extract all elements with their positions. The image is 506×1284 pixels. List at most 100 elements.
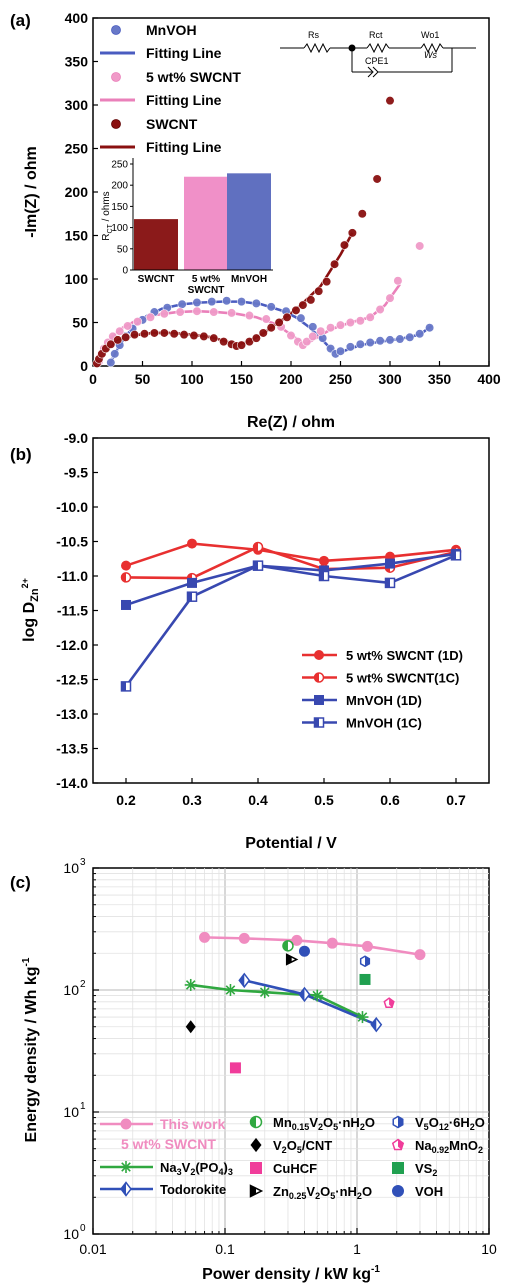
data-point-mnvoh: [296, 313, 306, 323]
legend-label-mnvoh-1d: MnVOH (1D): [346, 693, 422, 708]
data-point-mnvoh: [425, 323, 435, 333]
panel-a-ytick-label: 350: [65, 54, 89, 70]
circuit-labels: Rs Rct Wo1 CPE1 Ws: [308, 30, 439, 66]
data-point-na3v2-po4-3: [356, 1011, 369, 1024]
panel-a-xtick-label: 250: [329, 371, 353, 387]
data-point-swcnt: [385, 96, 395, 106]
panel-a: (a) 0 50 100 150 200 250 300 350 400 0 50 100 150 200…: [10, 10, 501, 431]
data-point-swcnt: [121, 332, 131, 342]
legend-marker-this-work: [120, 1118, 132, 1130]
legend-label-mn0-15v2o5-nh2o: Mn0.15V2O5·nH2O: [273, 1115, 375, 1132]
data-point-mnvoh: [405, 332, 415, 342]
data-point-mnvoh: [222, 296, 232, 306]
legend-label-v5o12-6h2o: V5O12·6H2O: [415, 1115, 485, 1132]
inset-category-label: 5 wt%: [192, 274, 220, 285]
data-point-swcnt: [357, 209, 367, 219]
panel-a-legend: MnVOH Fitting Line 5 wt% SWCNT Fitting L…: [100, 22, 241, 155]
legend-marker-na3v2-po4-3: [120, 1161, 132, 1173]
panel-c-ytick-label: 10: [63, 860, 79, 876]
circuit-resistor-wo1: [420, 42, 444, 54]
data-point-5-wt-swcnt-1c: [120, 572, 132, 583]
data-point-5-wt-swcnt: [355, 316, 365, 326]
data-point-5-wt-swcnt: [286, 330, 296, 341]
inset-category-label: SWCNT: [138, 274, 175, 285]
legend-label-swcnt-fit: Fitting Line: [146, 139, 222, 155]
panel-b-plot-frame: [92, 437, 490, 784]
panel-b-ytick-label: -9.5: [64, 465, 88, 481]
legend-label-5wt-swcnt: 5 wt% SWCNT: [146, 69, 241, 85]
panel-a-xlabel: Re(Z) / ohm: [247, 414, 335, 431]
series-line-this-work: [204, 936, 421, 956]
data-point-mnvoh: [110, 349, 120, 359]
legend-marker-todorokite: [120, 1181, 132, 1197]
data-point-mnvoh: [236, 297, 247, 307]
series-line-5-wt-swcnt-1c: [125, 545, 457, 580]
data-point-this-work: [326, 937, 338, 949]
data-point-5-wt-swcnt: [375, 304, 385, 315]
data-point-na3v2-po4-3: [258, 986, 271, 999]
data-point-mn0-15v2o5-nh2o: [282, 940, 294, 952]
data-point-5-wt-swcnt: [115, 326, 125, 336]
data-point-mnvoh: [385, 335, 395, 345]
legend-marker-mnvoh-1c: [313, 717, 325, 728]
panel-c-ytick-label: 10: [63, 1226, 79, 1242]
panel-a-ytick-label: 50: [72, 315, 88, 331]
data-point-mnvoh-1c: [450, 550, 462, 561]
series-line-mnvoh-1d: [125, 552, 457, 607]
panel-a-xtick-label: 50: [135, 371, 151, 387]
panel-c-xtick-label: 0.1: [215, 1241, 235, 1257]
data-point-swcnt: [306, 295, 316, 305]
data-point-mnvoh: [308, 322, 318, 332]
circuit-label-rs: Rs: [308, 30, 319, 40]
data-point-zn0-25v2o5-nh2o: [285, 953, 299, 966]
data-point-5-wt-swcnt: [175, 307, 185, 317]
panel-a-data: [92, 96, 435, 368]
panel-a-label: (a): [10, 11, 31, 30]
panel-b-ytick-label: -11.5: [57, 603, 88, 619]
series-line-5-wt-swcnt-1d: [125, 542, 457, 567]
data-point-mnvoh: [177, 299, 187, 309]
data-point-5-wt-swcnt: [385, 293, 395, 303]
fit-line-5-wt-swcnt-fitting-line: [95, 283, 401, 367]
data-point-swcnt: [329, 259, 340, 269]
data-point-swcnt: [179, 330, 189, 340]
panel-a-xtick-label: 0: [89, 371, 97, 387]
panel-b-xtick-label: 0.2: [116, 792, 136, 808]
circuit-label-wo1: Wo1: [421, 30, 439, 40]
panel-a-xtick-label: 300: [378, 371, 402, 387]
legend-label-5wt-swcnt-fit: Fitting Line: [146, 92, 222, 108]
legend-marker-v5o12-6h2o: [392, 1115, 404, 1129]
legend-marker-voh: [392, 1185, 404, 1197]
data-point-v5o12-6h2o: [359, 955, 371, 968]
data-point-swcnt: [236, 340, 247, 350]
data-point-swcnt: [314, 286, 324, 296]
panel-c-ytick-exponent: 0: [80, 1223, 86, 1234]
data-point-mnvoh: [395, 334, 405, 344]
data-point-na3v2-po4-3: [224, 984, 237, 996]
panel-b-legend: 5 wt% SWCNT (1D) 5 wt% SWCNT(1C) MnVOH (1D…: [302, 648, 463, 731]
data-point-swcnt: [169, 329, 179, 339]
data-point-todorokite: [298, 986, 311, 1003]
data-point-mnvoh-1c: [186, 591, 198, 602]
equivalent-circuit: [280, 42, 476, 78]
legend-label-mnvoh: MnVOH: [146, 22, 197, 38]
data-point-5-wt-swcnt: [345, 317, 356, 328]
legend-label-na0-92mno2: Na0.92MnO2: [415, 1138, 483, 1155]
panel-a-ytick-label: 250: [65, 141, 89, 157]
data-point-5-wt-swcnt: [227, 308, 237, 318]
data-point-swcnt: [251, 333, 261, 343]
data-point-swcnt: [322, 277, 332, 287]
legend-label-v2o5-cnt: V2O5/CNT: [273, 1138, 332, 1155]
panel-c-ytick-exponent: 3: [80, 857, 86, 868]
data-point-5-wt-swcnt: [335, 320, 346, 330]
panel-c-ytick-label: 10: [63, 1104, 79, 1120]
data-point-5-wt-swcnt: [302, 337, 312, 347]
panel-c-grid: [93, 868, 489, 1234]
panel-a-ytick-label: 400: [65, 10, 89, 26]
data-point-5-wt-swcnt: [244, 310, 255, 321]
panel-b-label: (b): [10, 445, 32, 464]
data-point-5-wt-swcnt-1d: [121, 560, 131, 571]
legend-marker-5-wt-swcnt-1d: [314, 650, 324, 660]
data-point-mnvoh-1c: [120, 681, 132, 692]
